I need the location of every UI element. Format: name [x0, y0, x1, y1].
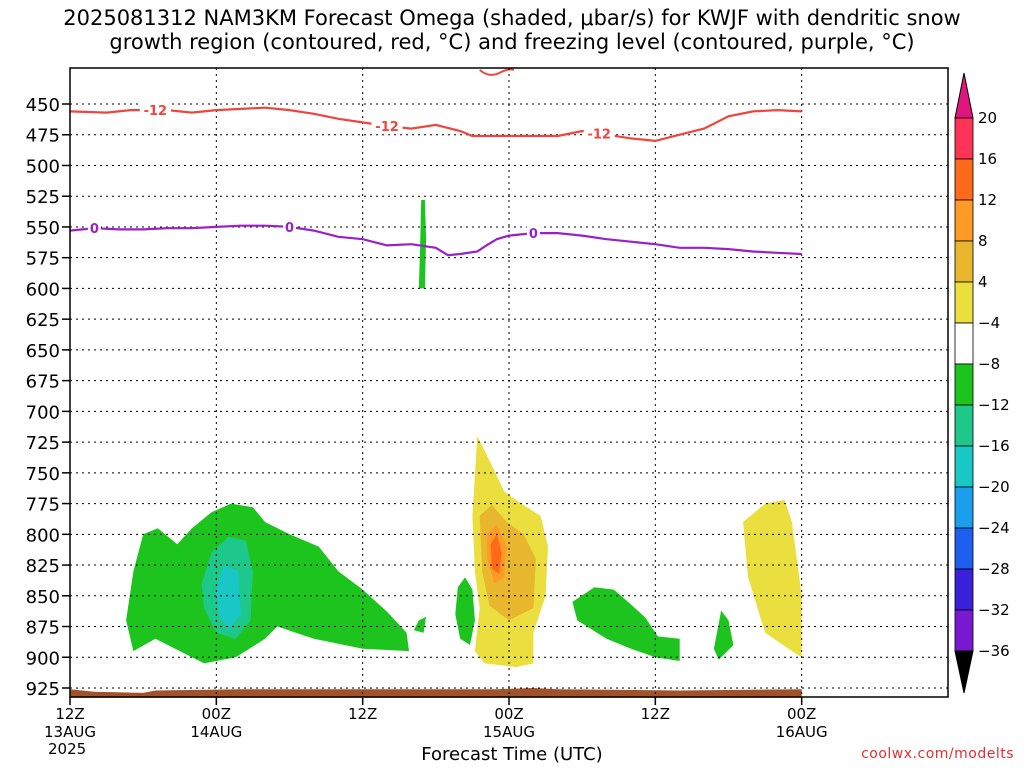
contour-label-bg: [87, 220, 101, 237]
y-tick-label: 900: [26, 648, 60, 669]
colorbar-swatch: [954, 281, 974, 324]
contour-label-bg: [139, 102, 171, 119]
dendritic-contour-top: [479, 68, 515, 76]
y-tick-label: 850: [26, 587, 60, 608]
credit-link[interactable]: coolwx.com/modelts: [861, 746, 1014, 762]
y-tick-label: 575: [26, 249, 60, 270]
colorbar-swatch: [954, 363, 974, 406]
contour-label-bg: [583, 125, 615, 142]
contour-label: -12: [587, 128, 611, 143]
colorbar-swatch: [954, 527, 974, 570]
colorbar-label: −4: [978, 314, 1000, 332]
y-tick-label: 450: [26, 95, 60, 116]
x-tick-date-label: 14AUG: [190, 723, 242, 741]
y-tick-label: 475: [26, 126, 60, 147]
shaded-region-5: [413, 616, 427, 633]
shaded-region-0: [126, 503, 409, 664]
chart-title-line-2: growth region (contoured, red, °C) and f…: [109, 30, 915, 54]
shaded-region-10: [572, 587, 680, 661]
colorbar-swatch: [954, 199, 974, 242]
colorbar-label: −16: [978, 437, 1010, 455]
y-tick-label: 925: [26, 679, 60, 700]
shaded-region-11: [713, 610, 734, 660]
y-tick-label: 725: [26, 433, 60, 454]
shaded-region-2: [216, 565, 241, 631]
shaded-region-13: [70, 688, 802, 698]
colorbar-label: −8: [978, 355, 1000, 373]
y-tick-label: 775: [26, 495, 60, 516]
year-label: 2025: [48, 740, 87, 758]
colorbar-label: 8: [978, 232, 988, 250]
colorbar-swatch: [954, 322, 974, 365]
shaded-region-4: [455, 577, 475, 645]
colorbar-swatch: [954, 486, 974, 529]
colorbar-label: −28: [978, 560, 1010, 578]
y-tick-label: 500: [26, 156, 60, 177]
colorbar-label: 4: [978, 273, 988, 291]
y-tick-label: 700: [26, 402, 60, 423]
contour-label: -12: [375, 120, 399, 135]
y-tick-label: 675: [26, 372, 60, 393]
y-tick-label: 825: [26, 556, 60, 577]
contour-label-bg: [283, 218, 296, 235]
contour-label: 0: [90, 222, 99, 237]
colorbar-label: 20: [978, 109, 997, 127]
colorbar-label: −32: [978, 601, 1010, 619]
x-tick-label: 12Z: [348, 705, 377, 723]
colorbar-label: −24: [978, 519, 1010, 537]
colorbar-swatch: [954, 158, 974, 201]
colorbar-label: 16: [978, 150, 997, 168]
contour-line-1: [69, 224, 802, 257]
contour-label: 0: [529, 227, 538, 242]
colorbar-swatch: [954, 117, 974, 160]
colorbar-swatch: [954, 404, 974, 447]
contour-line-0: [69, 106, 802, 143]
y-tick-label: 750: [26, 464, 60, 485]
colorbar-swatch: [954, 240, 974, 283]
contour-label-bg: [371, 118, 403, 135]
colorbar-swatch: [954, 609, 974, 652]
x-tick-label: 12Z: [55, 705, 84, 723]
x-tick-date-label: 16AUG: [776, 723, 828, 741]
x-tick-label: 00Z: [494, 705, 523, 723]
x-tick-label: 12Z: [641, 705, 670, 723]
y-tick-label: 600: [26, 279, 60, 300]
y-tick-label: 625: [26, 310, 60, 331]
colorbar-label: 12: [978, 191, 997, 209]
contour-label: 0: [285, 221, 294, 236]
colorbar-label: −12: [978, 396, 1010, 414]
x-tick-label: 00Z: [787, 705, 816, 723]
y-tick-label: 550: [26, 218, 60, 239]
colorbar-swatch: [954, 445, 974, 488]
contour-label-bg: [526, 225, 540, 242]
shaded-region-9: [490, 534, 502, 574]
colorbar-top-arrow: [954, 72, 974, 119]
x-tick-label: 00Z: [202, 705, 231, 723]
shaded-region-3: [418, 199, 427, 289]
colorbar-label: −20: [978, 478, 1010, 496]
y-tick-label: 800: [26, 525, 60, 546]
x-axis-title: Forecast Time (UTC): [421, 744, 603, 765]
y-tick-label: 650: [26, 341, 60, 362]
x-tick-date-label: 13AUG: [44, 723, 96, 741]
y-tick-label: 525: [26, 187, 60, 208]
colorbar-swatch: [954, 568, 974, 611]
y-tick-label: 875: [26, 618, 60, 639]
contour-label: -12: [144, 104, 168, 119]
x-tick-date-label: 15AUG: [483, 723, 535, 741]
colorbar-label: −36: [978, 642, 1010, 660]
chart-title-line-1: 2025081312 NAM3KM Forecast Omega (shaded…: [63, 6, 961, 30]
colorbar-bottom-arrow: [954, 650, 974, 694]
shaded-region-12: [743, 499, 802, 658]
